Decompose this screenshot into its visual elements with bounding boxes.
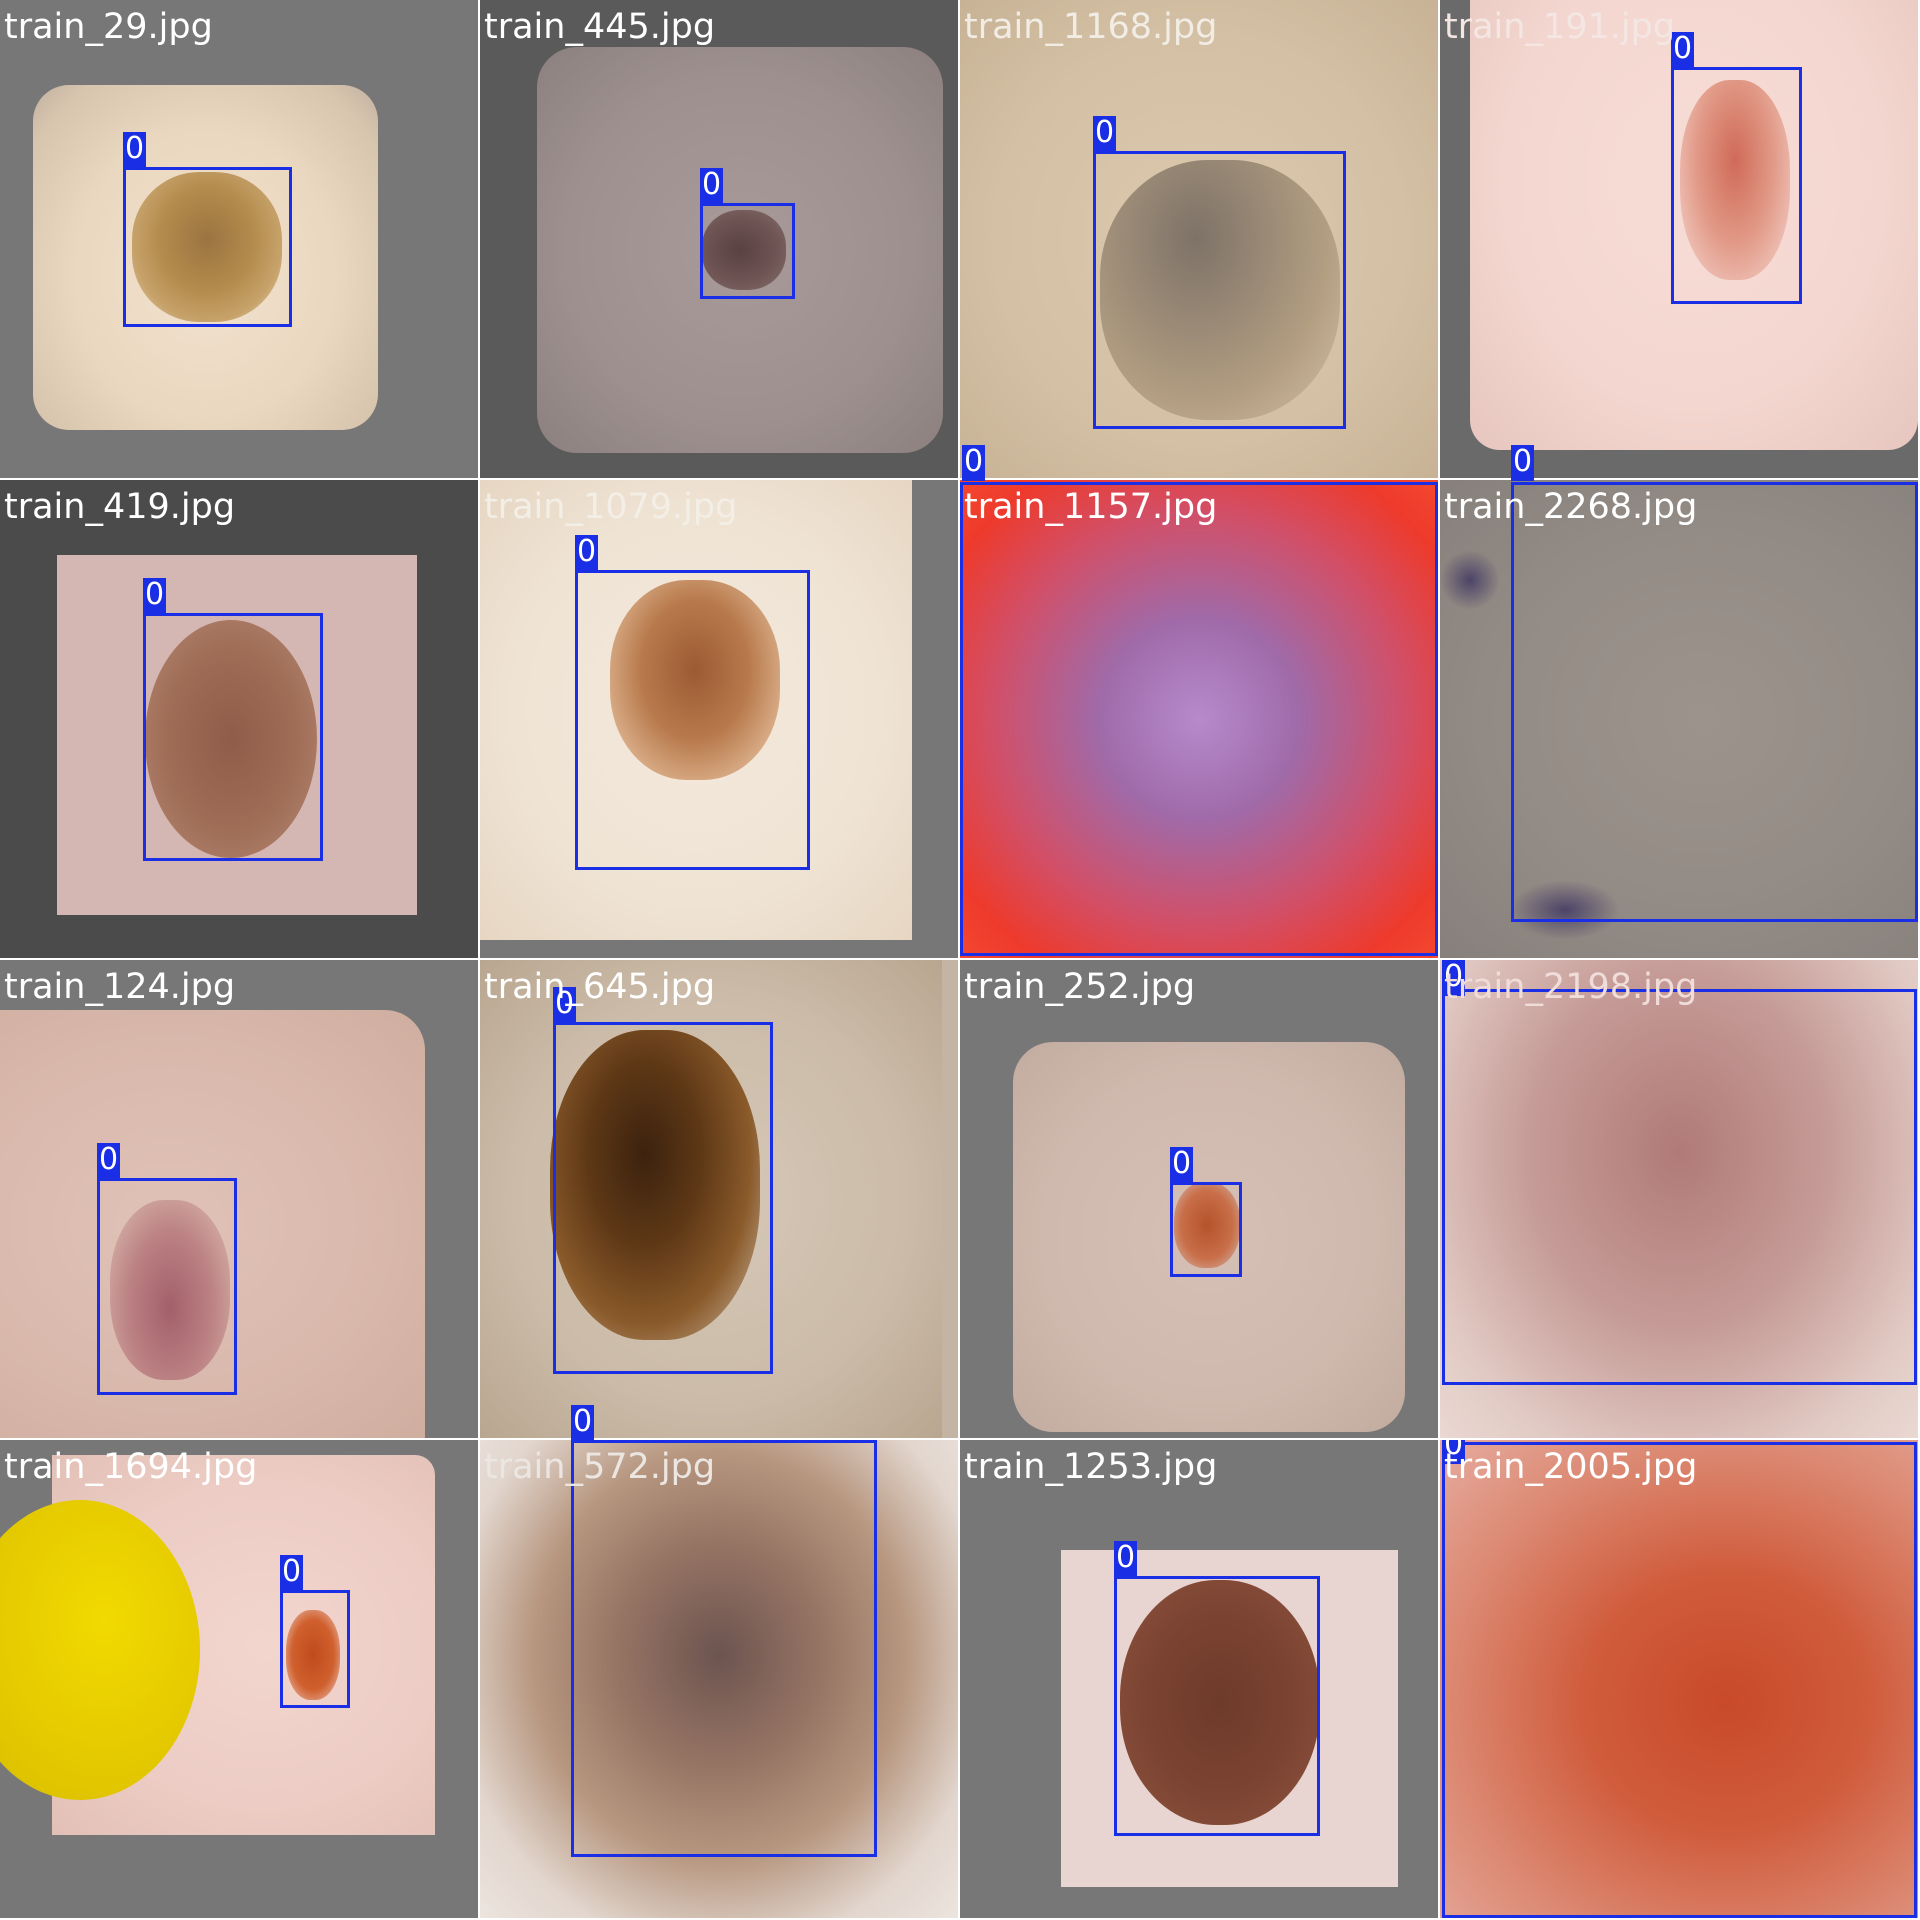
bounding-box xyxy=(1093,151,1346,429)
box-class-label: 0 xyxy=(1511,444,1535,481)
bounding-box xyxy=(1170,1182,1242,1277)
box-class-label: 0 xyxy=(280,1554,304,1591)
bounding-box xyxy=(1442,1442,1917,1918)
tile-train-124: 0 train_124.jpg xyxy=(0,960,478,1438)
tile-train-572: 0 train_572.jpg xyxy=(480,1440,958,1918)
tile-train-191: 0 train_191.jpg xyxy=(1440,0,1918,478)
tile-train-1157: train_1157.jpg xyxy=(960,480,1438,958)
bounding-box xyxy=(97,1178,237,1395)
tile-train-252: 0 train_252.jpg xyxy=(960,960,1438,1438)
tile-train-645: 0 train_645.jpg xyxy=(480,960,958,1438)
tile-train-1079: 0 train_1079.jpg xyxy=(480,480,958,958)
box-class-label: 0 xyxy=(700,167,724,204)
bounding-box xyxy=(1442,989,1917,1385)
tile-train-445: 0 train_445.jpg xyxy=(480,0,958,478)
box-class-label: 0 xyxy=(1442,1440,1466,1464)
yellow-sticker xyxy=(0,1500,200,1800)
bounding-box xyxy=(123,167,292,327)
lesion xyxy=(132,172,282,322)
dermoscopy-image xyxy=(480,1440,958,1918)
lesion xyxy=(286,1610,340,1700)
tile-train-419: 0 train_419.jpg xyxy=(0,480,478,958)
tile-train-29: 0 train_29.jpg xyxy=(0,0,478,478)
dermoscopy-image xyxy=(960,480,1438,958)
box-class-label: 0 xyxy=(575,534,599,571)
dermoscopy-image xyxy=(1440,960,1918,1438)
bounding-box xyxy=(1511,482,1918,922)
dermoscopy-image xyxy=(1440,480,1918,958)
box-class-label: 0 xyxy=(1093,115,1117,152)
tile-train-1168: 0 train_1168.jpg xyxy=(960,0,1438,478)
bounding-box xyxy=(553,1022,773,1374)
bounding-box xyxy=(960,482,1438,956)
bounding-box xyxy=(700,203,795,299)
box-class-label: 0 xyxy=(123,131,147,168)
ink-mark xyxy=(1510,880,1620,940)
tile-train-2005: 0 train_2005.jpg xyxy=(1440,1440,1918,1918)
box-class-label: 0 xyxy=(143,577,167,614)
image-filename: train_419.jpg xyxy=(4,487,236,527)
lesion xyxy=(1100,160,1340,420)
bounding-box xyxy=(1671,67,1802,304)
lesion xyxy=(110,1200,230,1380)
box-class-label: 0 xyxy=(97,1142,121,1179)
box-class-label: 0 xyxy=(1671,31,1695,68)
tile-train-2198: 0 train_2198.jpg xyxy=(1440,960,1918,1438)
image-filename: train_124.jpg xyxy=(4,967,236,1007)
image-filename: train_1253.jpg xyxy=(964,1447,1218,1487)
lesion xyxy=(1680,80,1790,280)
image-filename: train_252.jpg xyxy=(964,967,1196,1007)
tile-train-2268: train_2268.jpg xyxy=(1440,480,1918,958)
box-class-label: 0 xyxy=(571,1404,595,1441)
tile-train-1253: 0 train_1253.jpg xyxy=(960,1440,1438,1918)
bounding-box xyxy=(1114,1576,1320,1836)
lesion xyxy=(1120,1580,1320,1825)
lesion xyxy=(610,580,780,780)
image-filename: train_445.jpg xyxy=(484,7,716,47)
ink-mark xyxy=(1440,550,1500,610)
bounding-box xyxy=(143,613,323,861)
lesion xyxy=(702,210,786,290)
lesion xyxy=(145,620,317,858)
dermoscopy-image xyxy=(1440,1440,1918,1918)
box-class-label: 0 xyxy=(553,986,577,1023)
image-filename: train_29.jpg xyxy=(4,7,213,47)
box-class-label: 0 xyxy=(1114,1540,1138,1577)
bounding-box xyxy=(571,1440,877,1857)
box-class-label: 0 xyxy=(962,444,986,481)
tile-train-1694: 0 train_1694.jpg xyxy=(0,1440,478,1918)
lesion xyxy=(550,1030,760,1340)
bounding-box xyxy=(575,570,810,870)
bounding-box xyxy=(280,1590,350,1708)
box-class-label: 0 xyxy=(1442,960,1466,996)
lesion xyxy=(1174,1182,1240,1268)
box-class-label: 0 xyxy=(1170,1146,1194,1183)
